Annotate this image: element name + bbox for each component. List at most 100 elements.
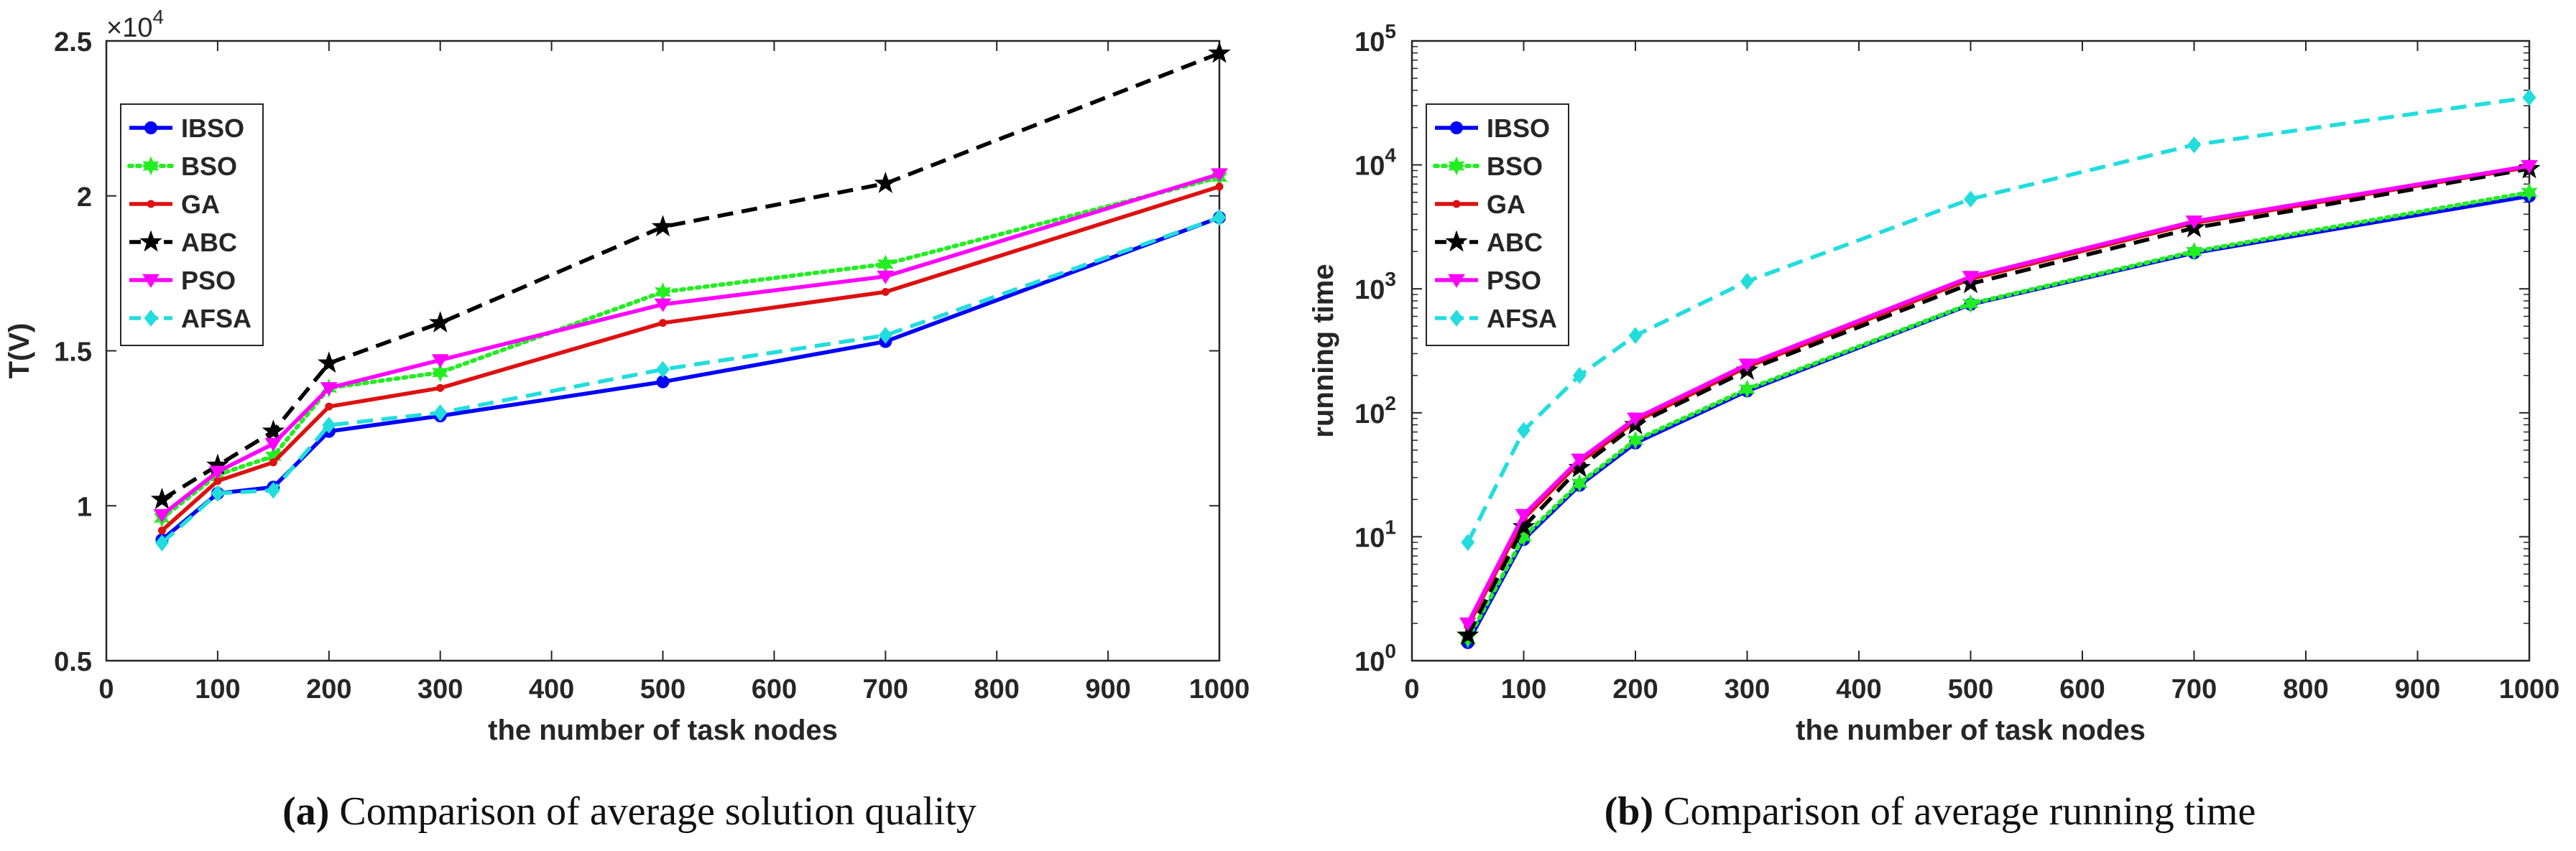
data-point-pso <box>2521 159 2538 174</box>
data-point-abc <box>1456 623 1479 646</box>
x-tick-label: 500 <box>640 674 685 704</box>
x-tick-label: 0 <box>98 674 114 704</box>
data-point-afsa <box>1212 209 1227 226</box>
data-point-afsa <box>211 485 225 502</box>
data-point-pso <box>1571 453 1589 468</box>
x-tick-label: 800 <box>2283 674 2328 704</box>
x-tick-label: 0 <box>1404 674 1419 704</box>
data-point-afsa <box>1964 190 1977 208</box>
data-point-afsa <box>2522 88 2536 106</box>
y-axis-label: T(V) <box>4 323 35 379</box>
y-axis-label: running time <box>1308 264 1339 437</box>
figure-caption: (a) Comparison of average solution quali… <box>282 789 977 834</box>
data-point-abc <box>262 419 285 442</box>
legend-box <box>1426 103 1569 346</box>
series-line-afsa <box>160 215 1220 545</box>
legend-marker-ibso <box>144 121 157 134</box>
data-point-afsa <box>1517 422 1531 440</box>
data-point-afsa <box>2187 136 2201 154</box>
data-point-abc <box>1512 515 1536 537</box>
x-tick-label: 900 <box>1085 674 1130 704</box>
chart-panel-a: 0 100 200 300 400 500 600 700 800 900 1000 0.5 1 1.5 2… <box>4 6 1250 834</box>
series-line-bso <box>1465 190 2531 641</box>
data-point-pso <box>1459 617 1477 631</box>
legend-marker-pso <box>1448 274 1465 288</box>
legend-label-pso: PSO <box>1487 266 1541 295</box>
data-point-pso <box>431 354 449 368</box>
data-point-pso <box>320 382 338 396</box>
series-line-ga <box>160 185 1220 532</box>
x-tick-label: 900 <box>2395 674 2440 704</box>
data-point-afsa <box>1740 272 1754 290</box>
legend-marker-abc <box>139 230 162 252</box>
y-tick-label: 2.5 <box>54 27 92 57</box>
legend-marker-ga <box>147 200 155 208</box>
y-tick-label: 103 <box>1354 268 1396 305</box>
data-point-ga <box>269 458 277 467</box>
series-line-abc <box>160 51 1220 501</box>
legend-box <box>120 103 264 346</box>
data-point-afsa <box>656 361 670 378</box>
y-tick-label: 100 <box>1354 640 1396 677</box>
data-point-abc <box>1208 41 1231 63</box>
data-point-pso <box>1211 168 1228 182</box>
data-point-afsa <box>433 404 448 422</box>
data-point-pso <box>1962 271 1980 285</box>
plot-area <box>105 39 1221 662</box>
data-point-abc <box>150 488 174 510</box>
x-tick-label: 700 <box>2171 674 2217 704</box>
legend-marker-afsa <box>144 310 158 327</box>
data-point-afsa <box>1572 367 1587 384</box>
data-point-ga <box>157 526 166 535</box>
data-point-afsa <box>155 534 169 552</box>
data-point-afsa <box>1628 327 1643 345</box>
series-line-pso <box>1466 164 2530 625</box>
series-line-bso <box>160 175 1222 521</box>
chart-panel-b: 0 100 200 300 400 500 600 700 800 900 1000 100 101 10… <box>1308 20 2559 834</box>
y-tick-label: 1 <box>77 492 92 522</box>
x-tick-label: 100 <box>195 674 240 704</box>
legend-label-ibso: IBSO <box>181 113 244 143</box>
x-tick-label: 200 <box>306 674 351 704</box>
series-line-pso <box>160 172 1220 517</box>
data-point-pso <box>1738 358 1756 373</box>
data-point-pso <box>654 298 672 312</box>
x-tick-label: 1000 <box>2499 674 2560 704</box>
x-tick-label: 400 <box>529 674 574 704</box>
legend-marker-ga <box>1452 200 1461 208</box>
x-tick-label: 300 <box>1725 674 1770 704</box>
x-axis-label: the number of task nodes <box>1796 715 2146 746</box>
data-point-bso <box>1962 294 1979 314</box>
legend-marker-pso <box>142 274 160 288</box>
legend-marker-bso <box>1448 156 1465 176</box>
x-tick-label: 800 <box>974 674 1019 704</box>
figure-caption: (b) Comparison of average running time <box>1605 789 2256 834</box>
y-multiplier: ×104 <box>106 6 164 43</box>
data-point-ga <box>659 319 667 327</box>
legend-marker-afsa <box>1449 310 1464 327</box>
data-point-bso <box>1739 379 1755 399</box>
legend-marker-ibso <box>1450 121 1463 134</box>
y-tick-label: 102 <box>1354 392 1396 429</box>
data-point-abc <box>428 311 452 333</box>
data-point-afsa <box>266 481 280 499</box>
x-tick-label: 100 <box>1501 674 1546 704</box>
x-tick-label: 300 <box>417 674 463 704</box>
y-tick-label: 105 <box>1354 20 1396 57</box>
y-tick-label: 0.5 <box>54 647 92 677</box>
legend-label-afsa: AFSA <box>1487 304 1557 333</box>
data-point-bso <box>1571 473 1588 493</box>
legend-label-abc: ABC <box>181 228 237 257</box>
x-tick-label: 500 <box>1948 674 1993 704</box>
data-point-pso <box>1515 508 1533 523</box>
data-point-ga <box>325 402 333 411</box>
x-tick-label: 600 <box>2059 674 2105 704</box>
x-tick-label: 1000 <box>1189 674 1250 704</box>
legend-label-bso: BSO <box>1487 152 1543 181</box>
data-point-pso <box>877 270 895 284</box>
legend-label-ga: GA <box>1487 190 1525 219</box>
data-point-pso <box>264 437 282 452</box>
data-point-bso <box>2186 241 2202 261</box>
legend-label-pso: PSO <box>181 266 236 295</box>
data-point-ga <box>881 288 890 297</box>
